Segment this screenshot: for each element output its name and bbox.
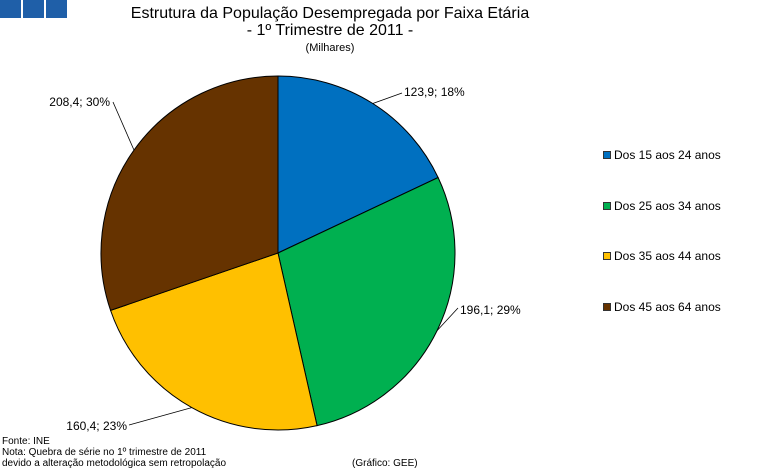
legend-label: Dos 45 aos 64 anos — [614, 299, 721, 314]
pie-slice — [109, 252, 318, 431]
legend-label: Dos 35 aos 44 anos — [614, 249, 721, 263]
legend-label: Dos 15 aos 24 anos — [614, 148, 721, 162]
data-label-leader-line — [436, 307, 459, 331]
chart-unit-subtitle: (Milhares) — [305, 42, 355, 54]
legend-swatch — [603, 151, 611, 159]
legend-swatch — [603, 302, 611, 311]
chart-title-period: - 1º Trimestre de 2011 - — [246, 22, 414, 39]
legend-item: Dos 35 aos 44 anos — [603, 248, 721, 264]
logo-square — [23, 0, 44, 18]
footer-note-line1: Nota: Quebra de série no 1º trimestre de… — [2, 447, 207, 458]
footer-note-line2: devido a alteração metodológica sem retr… — [2, 458, 227, 469]
data-label: 160,4; 23% — [66, 419, 127, 433]
logo-square — [46, 0, 67, 18]
data-label: 123,9; 18% — [404, 85, 465, 99]
pie-slice — [100, 75, 279, 312]
legend-label: Dos 25 aos 34 anos — [614, 198, 721, 213]
legend-swatch — [603, 252, 611, 260]
logo-squares-icon — [0, 0, 67, 18]
logo-square — [0, 0, 21, 18]
data-label: 196,1; 29% — [460, 303, 521, 317]
chart-title: Estrutura da População Desempregada por … — [130, 5, 530, 22]
pie-slice — [277, 75, 439, 254]
footer-notes: Fonte: INE Nota: Quebra de série no 1º t… — [2, 436, 226, 469]
footer-source: Fonte: INE — [2, 436, 50, 447]
pie-slice — [277, 176, 456, 427]
chart-legend: Dos 15 aos 24 anos Dos 25 aos 34 anos Dos … — [603, 147, 721, 349]
legend-item: Dos 25 aos 34 anos — [603, 198, 721, 214]
footer-credit: (Gráfico: GEE) — [352, 458, 418, 469]
legend-swatch — [603, 201, 611, 210]
data-label-leader-line — [128, 407, 192, 426]
data-label: 208,4; 30% — [49, 95, 110, 109]
data-label-leader-line — [372, 92, 403, 104]
legend-item: Dos 15 aos 24 anos — [603, 147, 721, 163]
legend-item: Dos 45 aos 64 anos — [603, 299, 721, 315]
data-label-leader-line — [112, 101, 135, 151]
